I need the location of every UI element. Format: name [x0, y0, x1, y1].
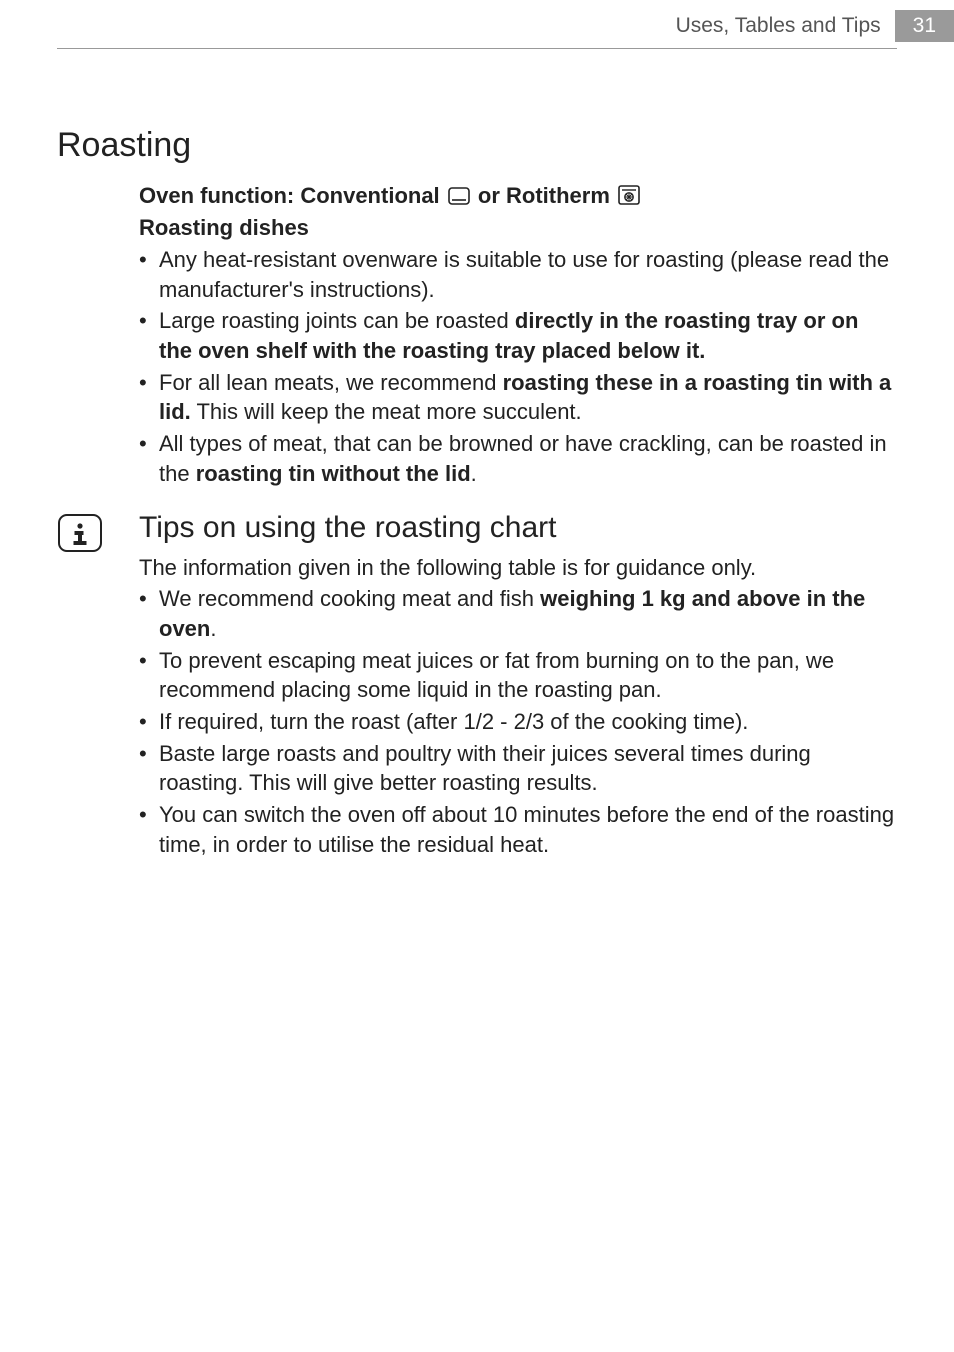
- bullet-post: .: [210, 616, 216, 641]
- oven-function-line: Oven function: Conventional or Rotitherm: [139, 183, 897, 211]
- oven-function-prefix: Oven function: Conventional: [139, 183, 446, 208]
- bullet-text: Any heat-resistant ovenware is suitable …: [159, 247, 889, 302]
- tips-bullets: We recommend cooking meat and fish weigh…: [139, 584, 897, 859]
- list-item: Any heat-resistant ovenware is suitable …: [139, 245, 897, 304]
- bullet-bold: roasting tin without the lid: [196, 461, 471, 486]
- bullet-post: This will keep the meat more succulent.: [191, 399, 582, 424]
- list-item: If required, turn the roast (after 1/2 -…: [139, 707, 897, 737]
- oven-function-mid: or Rotitherm: [478, 183, 616, 208]
- header-section-title: Uses, Tables and Tips: [676, 14, 881, 38]
- page-number-box: 31: [895, 10, 954, 42]
- list-item: For all lean meats, we recommend roastin…: [139, 368, 897, 427]
- roasting-title: Roasting: [57, 126, 897, 165]
- list-item: We recommend cooking meat and fish weigh…: [139, 584, 897, 643]
- bullet-text: Large roasting joints can be roasted: [159, 308, 515, 333]
- bullet-text: Baste large roasts and poultry with thei…: [159, 741, 811, 796]
- tips-title: Tips on using the roasting chart: [139, 511, 897, 545]
- info-icon-wrap: [57, 511, 109, 558]
- bullet-text: If required, turn the roast (after 1/2 -…: [159, 709, 748, 734]
- header-right: Uses, Tables and Tips 31: [676, 10, 954, 42]
- roasting-body: Oven function: Conventional or Rotitherm: [57, 183, 897, 489]
- list-item: Baste large roasts and poultry with thei…: [139, 739, 897, 798]
- bullet-text: For all lean meats, we recommend: [159, 370, 503, 395]
- tips-intro: The information given in the following t…: [139, 553, 897, 583]
- page-header: Uses, Tables and Tips 31: [0, 0, 954, 54]
- bullet-text: You can switch the oven off about 10 min…: [159, 802, 894, 857]
- conventional-oven-icon: [448, 185, 470, 211]
- bullet-text: To prevent escaping meat juices or fat f…: [159, 648, 834, 703]
- tips-body: Tips on using the roasting chart The inf…: [139, 511, 897, 862]
- info-icon: [57, 540, 103, 557]
- list-item: Large roasting joints can be roasted dir…: [139, 306, 897, 365]
- roasting-dishes-heading: Roasting dishes: [139, 215, 897, 241]
- roasting-bullets: Any heat-resistant ovenware is suitable …: [139, 245, 897, 489]
- list-item: To prevent escaping meat juices or fat f…: [139, 646, 897, 705]
- list-item: You can switch the oven off about 10 min…: [139, 800, 897, 859]
- header-rule: [57, 48, 897, 49]
- page-content: Roasting Oven function: Conventional or …: [0, 54, 954, 861]
- rotitherm-icon: [618, 185, 640, 211]
- list-item: All types of meat, that can be browned o…: [139, 429, 897, 488]
- bullet-post: .: [471, 461, 477, 486]
- bullet-text: We recommend cooking meat and fish: [159, 586, 540, 611]
- tips-row: Tips on using the roasting chart The inf…: [57, 511, 897, 862]
